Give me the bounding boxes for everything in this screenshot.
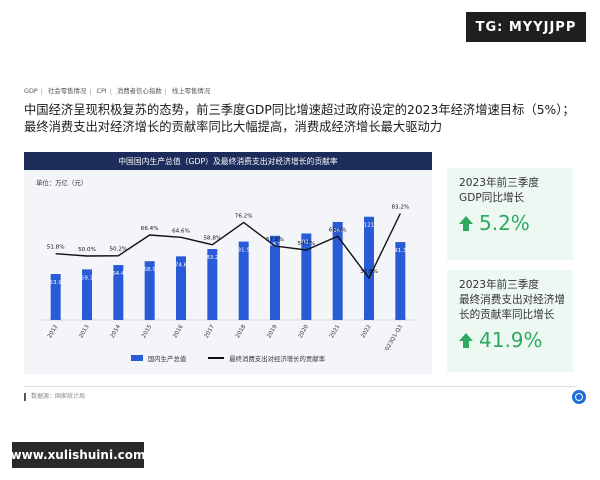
gdp-growth-card: 2023年前三季度 GDP同比增长 5.2% [447,168,573,260]
legend-label-gdp: 国内生产总值 [147,354,187,363]
x-tick-label: 2012 [47,324,59,339]
card-title: 2023年前三季度 最终消费支出对经济增 长的贡献率同比增长 [459,278,573,323]
up-arrow-icon [459,333,473,348]
gdp-bar-label: 98.7 [269,242,282,248]
card-value: 5.2% [479,211,530,235]
x-tick-label: 2018 [235,324,248,340]
source-text: 数据源：国家统计局 [31,393,86,400]
gdp-bar-label: 74.6 [175,262,188,268]
gdp-bar-label: 91.3 [394,248,407,254]
x-tick-label: 2013 [78,324,91,340]
headline-line-2: 最终消费支出对经济增长的贡献率同比大幅提高，消费成经济增长最大驱动力 [24,120,443,134]
breadcrumb: GDP | 社会零售情况 | CPI | 消费者信心指数 | 线上零售情况 [24,87,211,95]
gdp-bar-label: 91.9 [237,248,250,254]
breadcrumb-item-online[interactable]: 线上零售情况 [171,87,211,95]
breadcrumb-item-cpi[interactable]: CPI [96,87,107,95]
line-point-label: 65.4% [329,227,347,233]
line-point-label: 64.6% [172,228,190,234]
line-point-label: 50.0% [78,247,96,253]
card-title: 2023年前三季度 GDP同比增长 [459,176,573,206]
brand-logo-icon [572,390,586,404]
line-point-label: 50.2% [109,247,127,253]
gdp-bar [176,256,186,320]
card-title-line: 长的贡献率同比增长 [459,309,555,321]
source-note: 数据源：国家统计局 [24,391,85,401]
chart-title: 中国国内生产总值（GDP）及最终消费支出对经济增长的贡献率 [24,152,432,170]
gdp-bar [144,261,155,320]
gdp-chart: 53.9 2012 59.3 2013 64.4 2014 68.9 2015 74.6 2016… [40,205,416,350]
x-tick-label: 2023Q1-Q3 [383,324,405,350]
card-value-row: 41.9% [459,328,573,352]
gdp-bar [395,242,406,320]
gdp-bar [332,221,343,320]
card-value-row: 5.2% [459,211,573,235]
gdp-bar-label: 114.9 [330,228,346,234]
gdp-bar [364,216,374,320]
gdp-bar-label: 101.4 [298,239,314,245]
x-tick-label: 2020 [298,324,311,340]
chart-panel: 中国国内生产总值（GDP）及最终消费支出对经济增长的贡献率 单位：万亿（元） 5… [24,152,432,374]
gdp-bar-label: 59.3 [81,275,94,281]
line-point-label: 54.7% [297,241,315,247]
line-point-label: 51.8% [47,245,65,251]
line-point-label: 32.8% [360,269,378,275]
breadcrumb-item-retail[interactable]: 社会零售情况 [47,87,87,95]
legend-item-gdp: 国内生产总值 [130,354,187,363]
card-title-line: GDP同比增长 [459,192,525,204]
legend-bar-swatch [130,355,143,361]
watermark-bottom: www.xulishuini.com [11,442,146,468]
gdp-bar-label: 64.4 [112,271,125,277]
headline-line-1: 中国经济呈现积极复苏的态势，前三季度GDP同比增速超过政府设定的2023年经济增… [24,103,575,117]
x-tick-label: 2014 [110,324,123,340]
gdp-bar [207,249,218,320]
card-title-line: 最终消费支出对经济增 [459,294,565,306]
card-value: 41.9% [479,328,543,352]
card-title-line: 2023年前三季度 [459,279,539,291]
gdp-bar [82,269,92,320]
gdp-bar [301,233,312,320]
x-tick-label: 2015 [141,324,154,340]
x-tick-label: 2019 [266,324,279,340]
gdp-bar-label: 53.9 [49,280,62,286]
chart-legend: 国内生产总值 最终消费支出对经济增长的贡献率 [24,350,432,366]
line-point-label: 57.8% [266,237,284,243]
gdp-bar [50,274,61,320]
line-point-label: 66.4% [141,226,159,232]
chart-unit-label: 单位：万亿（元） [36,179,88,187]
line-point-label: 76.2% [235,213,253,219]
legend-label-consumption: 最终消费支出对经济增长的贡献率 [229,354,326,363]
consumption-contribution-card: 2023年前三季度 最终消费支出对经济增 长的贡献率同比增长 41.9% [447,270,573,372]
line-point-label: 58.8% [203,236,221,242]
up-arrow-icon [459,216,473,231]
gdp-bar [270,235,280,320]
legend-item-consumption: 最终消费支出对经济增长的贡献率 [208,354,325,363]
gdp-bar-label: 83.2 [206,255,218,261]
legend-line-swatch [208,357,225,359]
card-title-line: 2023年前三季度 [459,177,539,189]
breadcrumb-item-confidence[interactable]: 消费者信心指数 [116,87,162,95]
x-tick-label: 2017 [204,324,217,340]
line-point-label: 83.2% [391,205,409,211]
gdp-bar [113,265,124,320]
breadcrumb-item-gdp[interactable]: GDP [24,87,38,95]
page-headline: 中国经济呈现积极复苏的态势，前三季度GDP同比增速超过政府设定的2023年经济增… [24,102,584,136]
watermark-top: TG: MYYJJPP [466,12,586,42]
x-tick-label: 2022 [360,324,372,339]
gdp-bar-label: 121 [364,223,375,229]
footer-divider [24,386,576,387]
gdp-bar [238,241,249,320]
gdp-bar-label: 68.9 [143,267,156,273]
x-tick-label: 2016 [172,324,185,340]
consumption-contribution-line [55,213,401,280]
x-tick-label: 2021 [329,324,342,340]
